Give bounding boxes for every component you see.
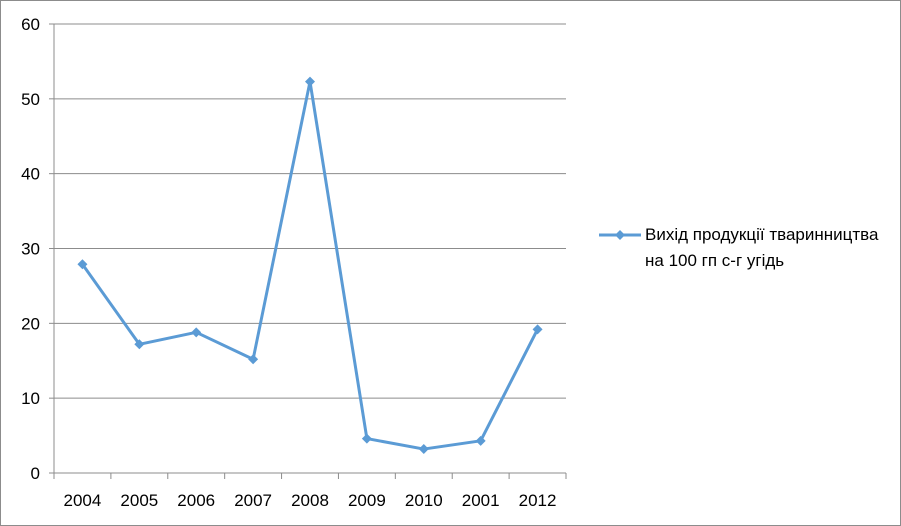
data-point-marker [248,354,259,365]
data-point-marker [532,324,543,335]
axes [49,23,567,479]
x-tick-label: 2005 [120,491,158,510]
legend-series-marker [599,230,641,240]
series-line [81,80,539,451]
x-tick-label: 2009 [348,491,386,510]
data-point-marker [191,327,202,338]
data-point-marker [134,339,145,350]
data-point-marker [77,259,88,270]
y-tick-label: 60 [21,15,40,34]
data-point-marker [305,76,315,87]
data-series [77,76,543,455]
x-tick-label: 2006 [177,491,215,510]
legend-series-label: Вихід продукції тваринництва на 100 гп с… [645,225,879,270]
data-point-marker [418,444,429,455]
x-tick-labels: 2004 2005 2006 2007 2008 2009 2010 2001 2012 [64,491,557,510]
y-tick-label: 50 [21,90,40,109]
x-tick-label: 2010 [405,491,443,510]
x-tick-label: 2004 [64,491,102,510]
data-point-marker [475,435,486,446]
x-tick-label: 2012 [519,491,557,510]
y-tick-label: 0 [31,464,40,483]
x-tick-label: 2001 [462,491,500,510]
y-tick-labels: 0 10 20 30 40 50 60 [21,15,40,483]
x-tick-label: 2007 [234,491,272,510]
y-tick-label: 30 [21,240,40,259]
y-tick-label: 10 [21,389,40,408]
gridlines [54,23,566,399]
x-tick-label: 2008 [291,491,329,510]
data-point-marker [361,433,372,444]
y-tick-label: 20 [21,314,40,333]
y-tick-label: 40 [21,165,40,184]
